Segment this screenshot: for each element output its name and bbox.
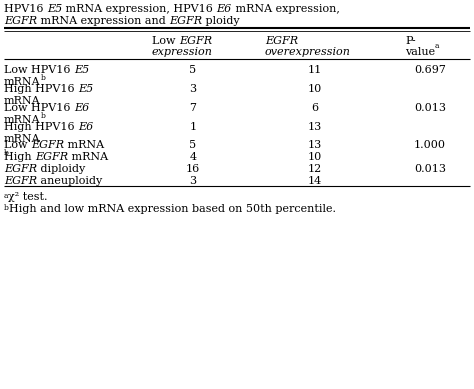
Text: mRNA: mRNA (4, 77, 41, 87)
Text: Low HPV16: Low HPV16 (4, 65, 74, 75)
Text: mRNA: mRNA (64, 140, 104, 150)
Text: Low: Low (152, 36, 179, 46)
Text: 13: 13 (308, 140, 322, 150)
Text: 0.013: 0.013 (414, 103, 446, 113)
Text: 3: 3 (190, 176, 197, 186)
Text: value: value (405, 47, 435, 57)
Text: ploidy: ploidy (202, 16, 240, 26)
Text: a: a (435, 42, 439, 50)
Text: χ² test.: χ² test. (9, 192, 48, 202)
Text: 13: 13 (308, 122, 322, 132)
Text: 10: 10 (308, 152, 322, 162)
Text: mRNA: mRNA (4, 115, 41, 125)
Text: High HPV16: High HPV16 (4, 122, 78, 132)
Text: HPV16: HPV16 (4, 4, 47, 14)
Text: E5: E5 (47, 4, 62, 14)
Text: 7: 7 (190, 103, 197, 113)
Text: EGFR: EGFR (35, 152, 68, 162)
Text: b: b (4, 149, 9, 157)
Text: mRNA: mRNA (68, 152, 109, 162)
Text: Low HPV16: Low HPV16 (4, 103, 74, 113)
Text: 16: 16 (186, 164, 200, 174)
Text: mRNA: mRNA (4, 96, 41, 106)
Text: EGFR: EGFR (4, 164, 37, 174)
Text: EGFR: EGFR (169, 16, 202, 26)
Text: 1: 1 (190, 122, 197, 132)
Text: E6: E6 (217, 4, 232, 14)
Text: E5: E5 (74, 65, 89, 75)
Text: E5: E5 (78, 84, 93, 94)
Text: 6: 6 (311, 103, 319, 113)
Text: diploidy: diploidy (37, 164, 85, 174)
Text: 4: 4 (190, 152, 197, 162)
Text: E6: E6 (74, 103, 89, 113)
Text: 1.000: 1.000 (414, 140, 446, 150)
Text: Low: Low (4, 140, 31, 150)
Text: P-: P- (405, 36, 416, 46)
Text: E6: E6 (78, 122, 93, 132)
Text: 0.697: 0.697 (414, 65, 446, 75)
Text: EGFR: EGFR (4, 16, 37, 26)
Text: High: High (4, 152, 35, 162)
Text: 12: 12 (308, 164, 322, 174)
Text: EGFR: EGFR (4, 176, 37, 186)
Text: mRNA expression, HPV16: mRNA expression, HPV16 (62, 4, 217, 14)
Text: aneuploidy: aneuploidy (37, 176, 102, 186)
Text: 5: 5 (190, 140, 197, 150)
Text: High and low mRNA expression based on 50th percentile.: High and low mRNA expression based on 50… (9, 204, 336, 214)
Text: mRNA expression,: mRNA expression, (232, 4, 340, 14)
Text: 11: 11 (308, 65, 322, 75)
Text: b: b (4, 204, 9, 212)
Text: EGFR: EGFR (179, 36, 212, 46)
Text: b: b (41, 112, 46, 120)
Text: 0.013: 0.013 (414, 164, 446, 174)
Text: a: a (4, 192, 9, 200)
Text: EGFR: EGFR (31, 140, 64, 150)
Text: mRNA: mRNA (4, 134, 41, 144)
Text: 14: 14 (308, 176, 322, 186)
Text: 10: 10 (308, 84, 322, 94)
Text: overexpression: overexpression (265, 47, 351, 57)
Text: mRNA expression and: mRNA expression and (37, 16, 169, 26)
Text: b: b (41, 74, 46, 82)
Text: 5: 5 (190, 65, 197, 75)
Text: EGFR: EGFR (265, 36, 298, 46)
Text: expression: expression (152, 47, 213, 57)
Text: High HPV16: High HPV16 (4, 84, 78, 94)
Text: 3: 3 (190, 84, 197, 94)
